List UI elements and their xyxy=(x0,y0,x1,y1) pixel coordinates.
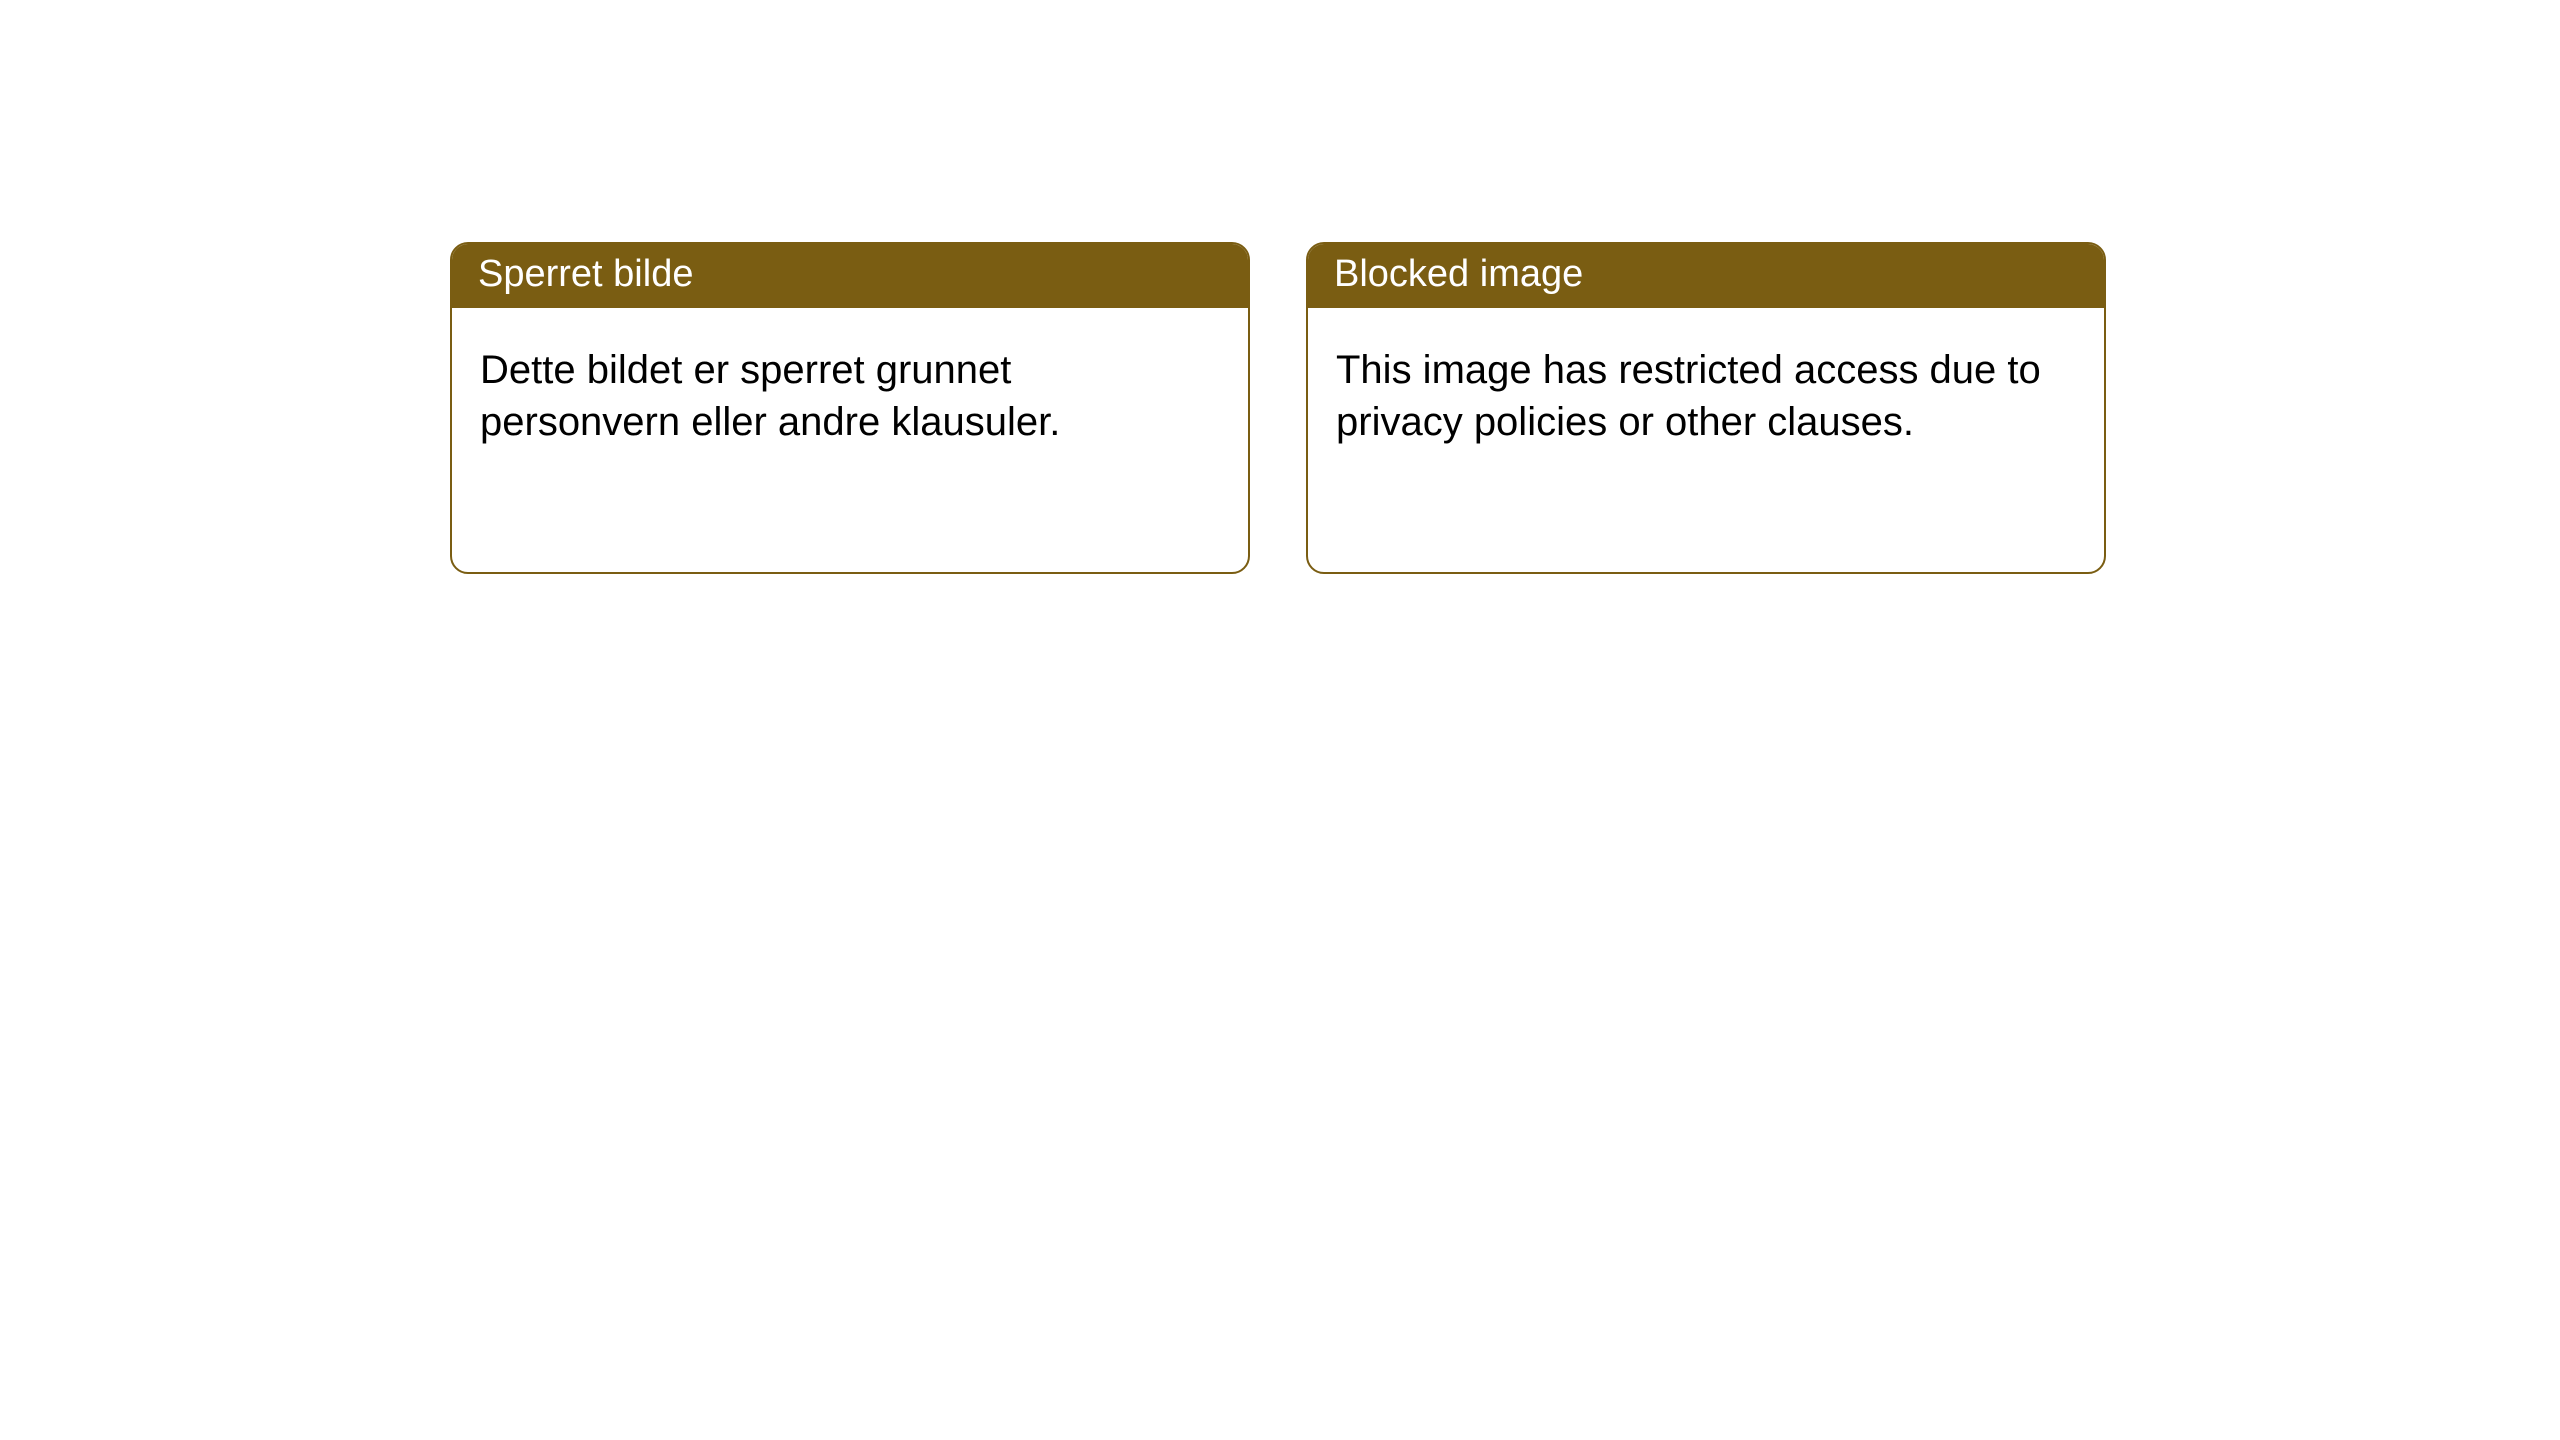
card-header: Blocked image xyxy=(1308,244,2104,308)
card-header: Sperret bilde xyxy=(452,244,1248,308)
notice-container: Sperret bilde Dette bildet er sperret gr… xyxy=(450,242,2106,574)
card-body: This image has restricted access due to … xyxy=(1308,308,2104,476)
card-title: Blocked image xyxy=(1334,253,1583,295)
card-body: Dette bildet er sperret grunnet personve… xyxy=(452,308,1248,476)
notice-card-norwegian: Sperret bilde Dette bildet er sperret gr… xyxy=(450,242,1250,574)
card-title: Sperret bilde xyxy=(478,253,693,295)
card-body-text: Dette bildet er sperret grunnet personve… xyxy=(480,348,1060,444)
card-body-text: This image has restricted access due to … xyxy=(1336,348,2041,444)
notice-card-english: Blocked image This image has restricted … xyxy=(1306,242,2106,574)
